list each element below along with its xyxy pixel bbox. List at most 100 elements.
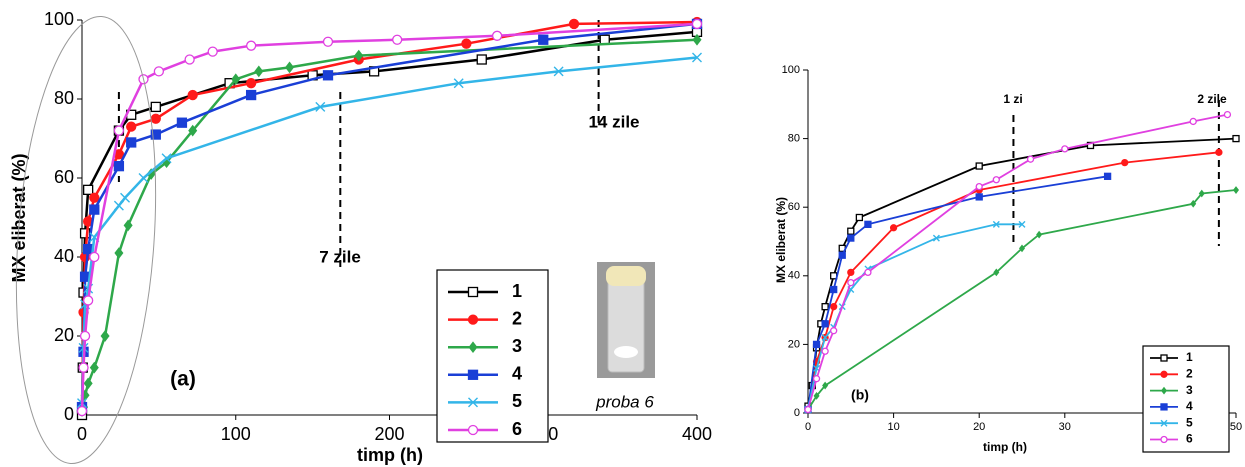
x-tick-label: 20	[973, 421, 985, 433]
marker	[322, 70, 334, 81]
marker	[89, 192, 100, 203]
marker	[468, 397, 478, 408]
legend-label: 3	[512, 336, 522, 356]
marker	[847, 234, 855, 242]
y-tick-label: 80	[54, 88, 74, 108]
marker	[83, 377, 93, 390]
marker	[476, 54, 487, 65]
marker	[468, 341, 478, 354]
marker	[821, 303, 829, 311]
marker	[830, 327, 838, 335]
legend-label: 6	[512, 419, 522, 439]
marker	[1232, 134, 1240, 143]
marker	[113, 160, 125, 172]
x-tick-label: 400	[682, 424, 712, 444]
marker	[830, 303, 838, 311]
marker	[126, 137, 137, 148]
legend-label: 4	[1186, 399, 1193, 413]
legend-label: 3	[1186, 383, 1193, 397]
marker	[855, 213, 864, 222]
x-tick-label: 50	[1230, 421, 1242, 433]
marker	[1160, 435, 1168, 444]
marker	[830, 285, 838, 294]
marker	[89, 204, 100, 215]
reference-label: 1 zi	[1003, 92, 1022, 106]
legend-label: 2	[1186, 366, 1193, 380]
marker	[245, 78, 257, 89]
marker	[864, 268, 872, 277]
series-line	[807, 113, 1228, 410]
legend-label: 1	[1186, 350, 1193, 364]
marker	[993, 268, 1000, 277]
marker	[847, 227, 855, 235]
x-tick-label: 200	[374, 424, 404, 444]
legend-box	[1142, 345, 1230, 453]
marker	[812, 375, 821, 383]
marker	[467, 314, 479, 325]
marker	[822, 381, 829, 390]
marker	[1026, 155, 1035, 163]
reference-label: 2 zile	[1197, 92, 1227, 106]
marker	[975, 193, 983, 201]
marker	[1198, 189, 1205, 198]
marker	[245, 89, 257, 101]
marker	[161, 153, 172, 164]
marker	[1121, 158, 1129, 167]
marker	[1018, 220, 1026, 228]
marker	[79, 330, 91, 342]
marker	[1160, 419, 1168, 427]
marker	[491, 30, 503, 41]
y-tick-label: 20	[788, 338, 800, 350]
y-tick-label: 0	[64, 404, 74, 424]
marker	[78, 362, 89, 373]
marker	[254, 65, 264, 78]
marker	[138, 173, 149, 183]
y-tick-label: 40	[54, 246, 74, 266]
marker	[153, 66, 165, 77]
panel-a: 0204060801000100200300400timp (h)MX elib…	[9, 9, 712, 465]
marker	[354, 49, 364, 62]
marker	[467, 424, 479, 436]
marker	[692, 52, 702, 63]
marker	[231, 73, 241, 86]
marker	[126, 121, 137, 132]
reference-label: 7 zile	[319, 247, 361, 266]
marker	[83, 184, 94, 196]
marker	[568, 18, 580, 30]
marker	[692, 33, 702, 46]
marker	[804, 405, 812, 414]
marker	[392, 34, 403, 45]
legend-box	[436, 269, 549, 443]
legend-label: 4	[512, 364, 522, 384]
marker	[245, 40, 257, 51]
x-tick-label: 10	[887, 421, 899, 433]
panel-b: 02040608010001020304050timp (h)MX eliber…	[774, 64, 1242, 454]
marker	[821, 320, 829, 328]
marker	[315, 101, 326, 112]
marker	[113, 200, 124, 211]
y-tick-label: 100	[782, 64, 800, 76]
marker	[1215, 148, 1223, 156]
marker	[992, 220, 1000, 228]
marker	[932, 234, 940, 242]
marker	[1160, 370, 1168, 378]
marker	[150, 101, 161, 113]
x-tick-label: 0	[77, 424, 87, 444]
legend-label: 1	[512, 281, 522, 301]
marker	[992, 176, 1000, 184]
highlight-ellipse	[15, 15, 157, 465]
marker	[100, 330, 110, 342]
marker	[461, 38, 472, 49]
marker	[207, 46, 218, 57]
marker	[150, 113, 161, 124]
y-axis-label: MX eliberat (%)	[9, 153, 29, 282]
y-tick-label: 20	[54, 325, 74, 345]
legend-label: 6	[1186, 432, 1193, 446]
marker	[1019, 244, 1025, 253]
marker	[538, 34, 549, 45]
marker	[76, 405, 88, 417]
marker	[322, 36, 334, 47]
y-tick-label: 60	[54, 167, 74, 187]
series-line	[80, 38, 698, 412]
marker	[1086, 141, 1095, 150]
